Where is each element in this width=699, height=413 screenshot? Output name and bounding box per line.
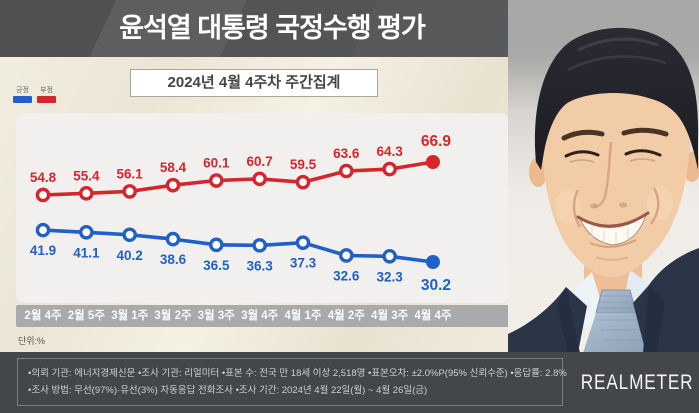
data-point	[122, 184, 137, 199]
data-point	[79, 186, 94, 201]
legend-item-positive: 긍정	[13, 87, 32, 103]
data-point	[339, 248, 354, 263]
survey-methodology-box: •의뢰 기관: 에너지경제신문 •조사 기관: 리얼미터 •표본 수: 전국 만…	[17, 358, 567, 406]
data-point	[209, 173, 224, 188]
data-point-value-label: 38.6	[160, 252, 187, 267]
data-point-value-label: 40.2	[117, 248, 143, 263]
x-axis-tick-label: 3월 2주	[154, 310, 192, 322]
data-point-value-label: 56.1	[117, 166, 144, 181]
unit-label: 단위:%	[18, 336, 46, 346]
data-point-value-label: 66.9	[421, 133, 452, 150]
data-point	[382, 161, 397, 177]
subtitle-box: 2024년 4월 4주차 주간집계	[130, 69, 378, 97]
realmeter-logo: REALMETER	[580, 371, 694, 394]
data-point-value-label: 63.6	[333, 146, 360, 161]
x-axis-tick-label: 4월 3주	[371, 310, 409, 322]
data-point	[382, 248, 397, 264]
data-point-value-label: 36.3	[247, 258, 274, 273]
line-chart: 54.8 55.4 56.1 58.4 60.1 60.7 59.5 63.6 64.3 66.9…	[16, 113, 509, 303]
x-axis-tick-label: 2월 5주	[67, 310, 105, 322]
footer-band: •의뢰 기관: 에너지경제신문 •조사 기관: 리얼미터 •표본 수: 전국 만…	[0, 352, 699, 413]
data-point	[252, 238, 267, 253]
x-axis-tick-label: 3월 3주	[197, 310, 235, 322]
data-point-value-label: 41.1	[73, 245, 100, 260]
data-point	[295, 235, 311, 250]
chart-svg: 54.8 55.4 56.1 58.4 60.1 60.7 59.5 63.6 64.3 66.9…	[30, 133, 452, 294]
data-point	[122, 227, 137, 243]
survey-info-line-1: •의뢰 기관: 에너지경제신문 •조사 기관: 리얼미터 •표본 수: 전국 만…	[28, 368, 567, 379]
data-point-value-label: 64.3	[376, 144, 403, 159]
data-point-value-label: 60.1	[203, 156, 230, 171]
page-title: 윤석열 대통령 국정수행 평가	[119, 13, 426, 43]
data-point	[79, 224, 94, 240]
data-point	[35, 187, 51, 203]
survey-info-line-2: •조사 방법: 무선(97%)·유선(3%) 자동응답 전화조사 •조사 기간:…	[28, 385, 428, 396]
data-point-value-label: 59.5	[290, 157, 317, 172]
legend-item-negative: 부정	[37, 87, 56, 103]
legend-negative-label: 부정	[40, 87, 53, 94]
legend-positive-swatch	[13, 96, 32, 103]
x-axis-tick-label: 4월 4주	[414, 310, 452, 322]
data-point-value-label: 30.2	[421, 277, 451, 294]
data-point-value-label: 36.5	[203, 258, 230, 273]
data-point	[295, 174, 311, 190]
x-axis-tick-label: 3월 1주	[111, 310, 149, 322]
x-axis-tick-label: 4월 1주	[284, 310, 322, 322]
data-point-value-label: 32.3	[376, 269, 403, 284]
data-point-value-label: 58.4	[160, 160, 187, 175]
data-point	[339, 163, 354, 179]
data-point-value-label: 37.3	[290, 256, 317, 271]
data-point	[252, 171, 267, 187]
data-point	[425, 255, 440, 269]
chart-legend: 긍정 부정	[13, 87, 56, 103]
president-portrait-illustration	[508, 0, 699, 353]
x-axis-band: 2월 4주 2월 5주 3월 1주 3월 2주 3월 3주 3월 4주 4월 1주 4월 2주…	[16, 305, 509, 327]
president-photo	[508, 0, 699, 353]
series-line-긍정	[42, 228, 434, 264]
data-point-value-label: 41.9	[30, 243, 56, 258]
data-point	[165, 231, 181, 247]
data-point-value-label: 54.8	[30, 170, 57, 185]
data-point	[165, 177, 181, 193]
data-point-value-label: 60.7	[247, 154, 273, 169]
legend-positive-label: 긍정	[16, 87, 29, 94]
series-line-부정	[42, 160, 434, 197]
x-axis-tick-label: 2월 4주	[24, 310, 62, 322]
x-axis-tick-label: 3월 4주	[241, 310, 279, 322]
legend-negative-swatch	[37, 96, 56, 103]
data-point-value-label: 32.6	[333, 268, 360, 283]
data-point	[425, 155, 440, 169]
data-point	[35, 222, 51, 238]
data-point-value-label: 55.4	[73, 168, 100, 183]
x-axis-tick-label: 4월 2주	[327, 310, 365, 322]
data-point	[209, 237, 224, 253]
